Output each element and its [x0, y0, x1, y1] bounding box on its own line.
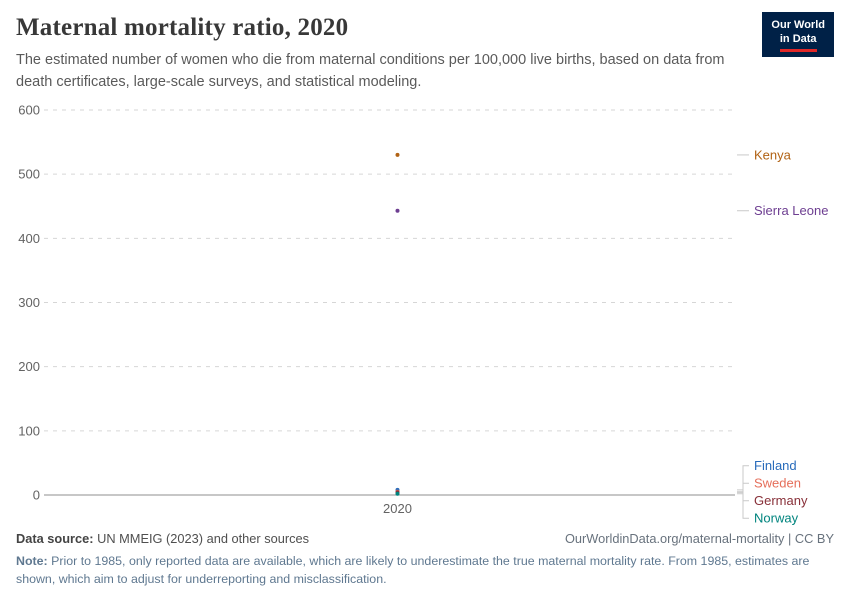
label-connector: [737, 493, 749, 519]
y-tick-label: 400: [18, 231, 40, 246]
chart-canvas[interactable]: 0 100 200 300 400 500 600 2020 Kenya Sierra Leone…: [0, 95, 850, 527]
footer-row: Data source: UN MMEIG (2023) and other s…: [16, 531, 834, 546]
y-tick-label: 200: [18, 359, 40, 374]
x-tick-label: 2020: [383, 501, 412, 516]
citation-link[interactable]: OurWorldinData.org/maternal-mortality | …: [564, 531, 834, 546]
note-text: Prior to 1985, only reported data are av…: [16, 554, 810, 586]
series-label[interactable]: Finland: [754, 458, 797, 473]
series-dot[interactable]: [395, 491, 400, 496]
chart-subtitle: The estimated number of women who die fr…: [16, 52, 725, 90]
data-source: Data source: UN MMEIG (2023) and other s…: [16, 531, 309, 546]
label-connector: [737, 482, 749, 493]
chart-note: Note: Prior to 1985, only reported data …: [16, 553, 830, 589]
logo-line1: Our World: [771, 19, 825, 31]
y-tick-label: 600: [18, 103, 40, 118]
series-label[interactable]: Norway: [754, 511, 799, 526]
label-connector: [737, 465, 749, 491]
y-tick-label: 500: [18, 167, 40, 182]
series-dot[interactable]: [395, 152, 400, 157]
series-label[interactable]: Germany: [754, 493, 808, 508]
data-source-text: UN MMEIG (2023) and other sources: [93, 531, 310, 546]
series-label[interactable]: Kenya: [754, 147, 792, 162]
y-tick-label: 0: [33, 488, 40, 503]
logo-line2: in Data: [779, 32, 817, 52]
owid-logo[interactable]: Our World in Data: [762, 12, 834, 57]
y-tick-label: 300: [18, 295, 40, 310]
page-title: Maternal mortality ratio, 2020: [16, 14, 349, 41]
note-label: Note:: [16, 554, 48, 568]
data-source-label: Data source:: [16, 531, 94, 546]
series-label[interactable]: Sweden: [754, 476, 801, 491]
series-label[interactable]: Sierra Leone: [754, 203, 828, 218]
series-dot[interactable]: [395, 208, 400, 213]
y-tick-label: 100: [18, 423, 40, 438]
